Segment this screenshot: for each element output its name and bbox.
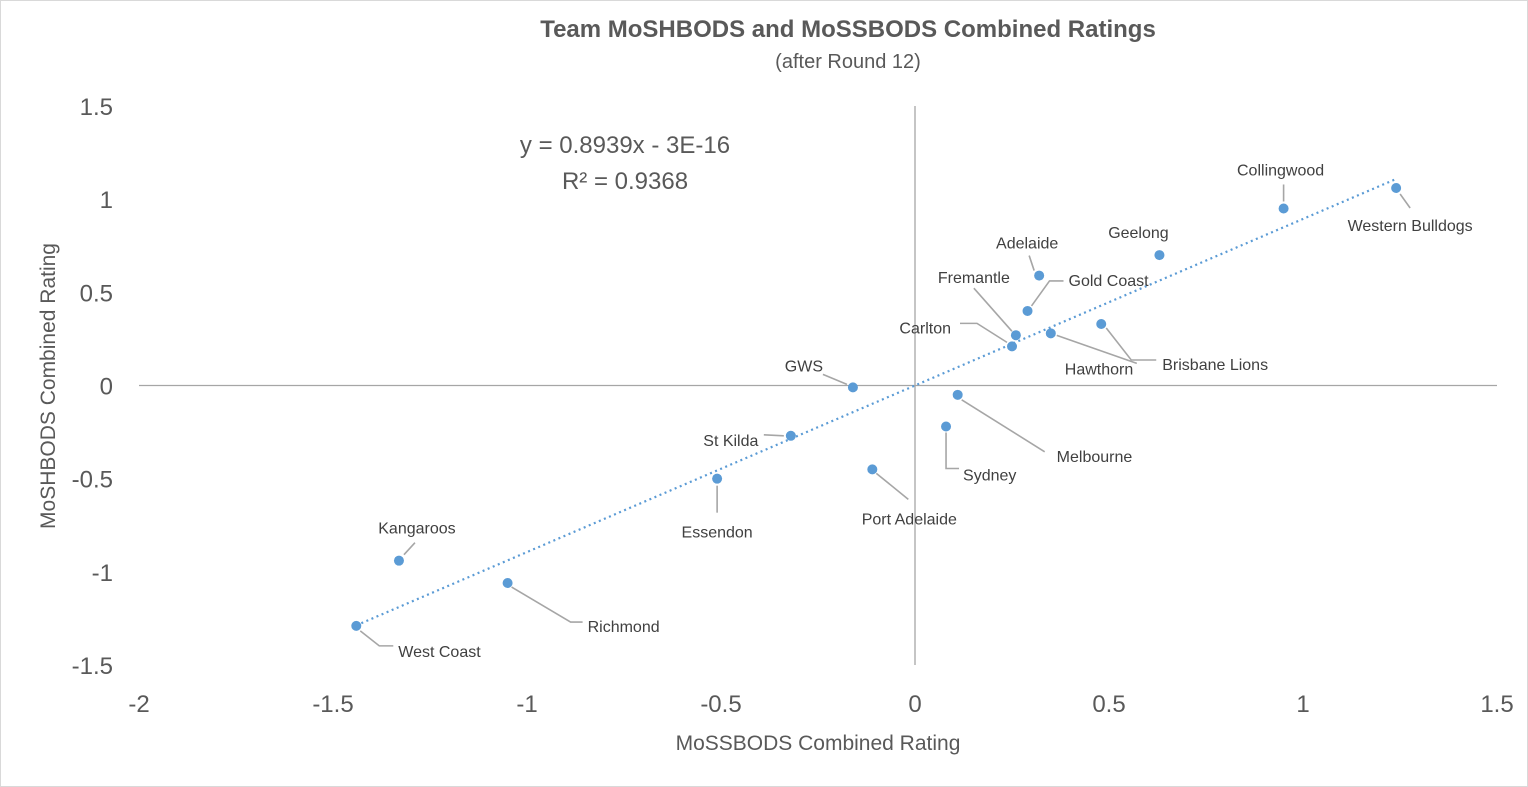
data-points bbox=[351, 182, 1402, 631]
chart-subtitle: (after Round 12) bbox=[775, 51, 921, 73]
leader-line bbox=[1030, 280, 1064, 307]
data-label: St Kilda bbox=[703, 433, 758, 450]
trendline-equation: y = 0.8939x - 3E-16 bbox=[520, 132, 730, 159]
y-tick-label: 0 bbox=[100, 374, 113, 401]
data-label: Adelaide bbox=[996, 236, 1058, 253]
y-tick-label: -0.5 bbox=[72, 467, 113, 494]
leader-line bbox=[960, 322, 1008, 344]
leader-line bbox=[763, 434, 784, 437]
data-label: Sydney bbox=[963, 467, 1016, 484]
leader-line bbox=[511, 586, 583, 623]
leader-line bbox=[822, 373, 848, 386]
trendline bbox=[355, 177, 1397, 627]
data-point bbox=[1022, 305, 1033, 316]
data-point bbox=[1154, 250, 1165, 261]
leader-line bbox=[945, 432, 960, 470]
data-point bbox=[1096, 319, 1107, 330]
data-label: Brisbane Lions bbox=[1162, 357, 1268, 374]
leader-line bbox=[875, 472, 909, 500]
data-label: Gold Coast bbox=[1069, 273, 1150, 290]
x-tick-label: 0 bbox=[908, 691, 921, 718]
data-point bbox=[941, 421, 952, 432]
data-label: Western Bulldogs bbox=[1348, 218, 1473, 235]
leader-line bbox=[961, 399, 1046, 453]
data-point bbox=[867, 464, 878, 475]
leader-line bbox=[403, 542, 416, 556]
data-label: Melbourne bbox=[1057, 449, 1133, 466]
data-point bbox=[1045, 328, 1056, 339]
x-tick-label: -1 bbox=[516, 691, 537, 718]
data-point bbox=[712, 473, 723, 484]
x-tick-label: 1 bbox=[1296, 691, 1309, 718]
data-point bbox=[502, 578, 513, 589]
chart-title: Team MoSHBODS and MoSSBODS Combined Rati… bbox=[540, 16, 1156, 43]
leader-line bbox=[1056, 334, 1138, 365]
data-label: Port Adelaide bbox=[862, 511, 957, 528]
y-tick-label: -1 bbox=[92, 560, 113, 587]
data-label: Essendon bbox=[682, 525, 753, 542]
data-label: Fremantle bbox=[938, 270, 1010, 287]
data-label: Kangaroos bbox=[378, 521, 455, 538]
tick-labels: -2 -1.5 -1 -0.5 0 0.5 1 1.5 -1.5 -1 -0.5 0 0.5 1 1.5 bbox=[72, 94, 1514, 718]
data-point bbox=[1010, 330, 1021, 341]
data-point bbox=[785, 430, 796, 441]
leader-line bbox=[359, 630, 394, 647]
y-tick-label: -1.5 bbox=[72, 653, 113, 680]
y-tick-label: 1.5 bbox=[80, 94, 113, 121]
data-labels: Western Bulldogs Collingwood Geelong Adelai… bbox=[378, 162, 1472, 660]
leader-line bbox=[973, 287, 1013, 332]
data-label: Hawthorn bbox=[1065, 361, 1133, 378]
x-tick-label: 0.5 bbox=[1092, 691, 1125, 718]
x-axis-title: MoSSBODS Combined Rating bbox=[676, 732, 961, 755]
data-point bbox=[952, 389, 963, 400]
axes bbox=[139, 106, 1497, 665]
y-tick-label: 1 bbox=[100, 187, 113, 214]
leader-line bbox=[1028, 255, 1035, 271]
data-label: GWS bbox=[785, 358, 823, 375]
trendline-r-squared: R² = 0.9368 bbox=[562, 168, 688, 195]
data-point bbox=[1034, 270, 1045, 281]
data-label: Carlton bbox=[899, 320, 951, 337]
x-tick-label: 1.5 bbox=[1480, 691, 1513, 718]
y-tick-label: 0.5 bbox=[80, 280, 113, 307]
y-axis-title: MoSHBODS Combined Rating bbox=[37, 243, 60, 529]
x-tick-label: -2 bbox=[128, 691, 149, 718]
data-label: Richmond bbox=[588, 619, 660, 636]
data-point bbox=[847, 382, 858, 393]
x-tick-label: -0.5 bbox=[700, 691, 741, 718]
data-point bbox=[1007, 341, 1017, 352]
trendline-layer bbox=[355, 177, 1397, 627]
x-tick-label: -1.5 bbox=[312, 691, 353, 718]
data-label: Collingwood bbox=[1237, 162, 1324, 179]
data-point bbox=[351, 620, 362, 631]
leader-line bbox=[1105, 327, 1157, 361]
leader-lines bbox=[359, 184, 1411, 647]
data-point bbox=[1278, 203, 1289, 214]
data-point bbox=[393, 555, 404, 566]
data-label: Geelong bbox=[1108, 225, 1169, 242]
data-point bbox=[1391, 182, 1402, 193]
leader-line bbox=[1399, 193, 1411, 209]
data-label: West Coast bbox=[398, 644, 481, 661]
